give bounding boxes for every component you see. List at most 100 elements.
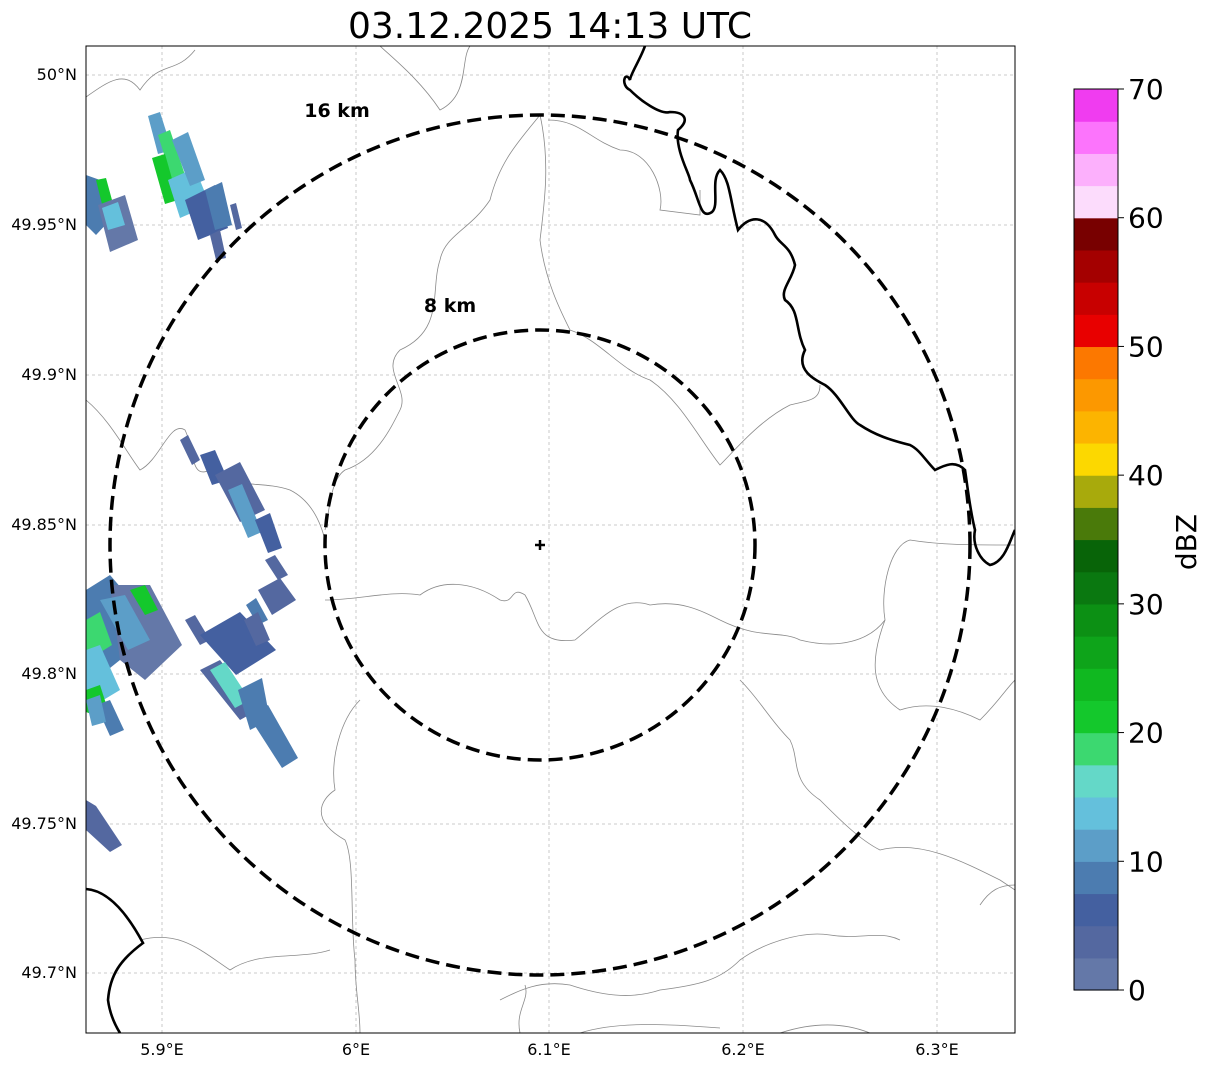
colorbar-segments [1074, 89, 1118, 991]
colorbar-segment [1074, 249, 1118, 283]
echo-cell [180, 435, 200, 465]
x-tick-label: 6.3°E [915, 1040, 959, 1059]
colorbar-segment [1074, 571, 1118, 605]
echo-cell [86, 800, 122, 852]
x-tick-label: 6.1°E [527, 1040, 571, 1059]
colorbar-frame [1073, 88, 1119, 991]
colorbar-segment [1074, 796, 1118, 830]
map-panel [86, 46, 1015, 1033]
x-tick-label: 6.2°E [721, 1040, 765, 1059]
country-border [86, 46, 1015, 1033]
colorbar-segment [1074, 282, 1118, 315]
colorbar-segment [1074, 121, 1118, 154]
colorbar-segment [1074, 217, 1118, 251]
echo-cell [210, 230, 226, 260]
echo-cell [200, 612, 276, 675]
y-axis-labels: 50°N 49.95°N 49.9°N 49.85°N 49.8°N 49.75… [11, 65, 77, 982]
y-tick-label: 49.7°N [21, 963, 77, 982]
x-tick-label: 6°E [342, 1040, 370, 1059]
echo-cell [258, 578, 296, 615]
colorbar-segment [1074, 700, 1118, 734]
country-border-south-west [86, 887, 145, 1033]
border-se [979, 884, 1015, 906]
ring-label-8km: 8 km [424, 295, 476, 317]
echo-cell [96, 178, 112, 204]
colorbar-segment [1074, 378, 1118, 412]
colorbar-segment [1074, 957, 1118, 991]
echo-cell [86, 695, 106, 726]
y-tick-label: 49.9°N [21, 365, 77, 384]
border-ne [547, 119, 701, 216]
colorbar-segment [1074, 185, 1118, 219]
border-east [874, 619, 1015, 721]
border-south-east [739, 679, 1015, 891]
colorbar-tick-label: 40 [1128, 459, 1164, 492]
colorbar: 0 10 20 30 40 50 60 70 dBZ [1073, 73, 1203, 1007]
echo-cell [205, 182, 232, 230]
y-tick-label: 49.75°N [11, 814, 77, 833]
echo-cell [248, 705, 298, 768]
echo-cell [228, 484, 262, 538]
border-south-2 [518, 984, 527, 1033]
colorbar-segment [1074, 507, 1118, 541]
border-sw [139, 936, 331, 971]
range-ring-16km [108, 113, 972, 977]
colorbar-segment [1074, 893, 1118, 927]
colorbar-segment [1074, 603, 1118, 637]
colorbar-tick-label: 30 [1128, 588, 1164, 621]
colorbar-segment [1074, 442, 1118, 476]
border-south-3 [579, 1024, 721, 1033]
y-tick-label: 49.95°N [11, 215, 77, 234]
echo-cell [172, 132, 205, 186]
colorbar-segment [1074, 153, 1118, 187]
echo-cell [230, 203, 242, 230]
regional-borders [86, 46, 1015, 1033]
colorbar-label: dBZ [1170, 514, 1203, 570]
border-middle [324, 583, 721, 642]
echo-cell [246, 598, 268, 625]
y-tick-label: 49.85°N [11, 515, 77, 534]
border-n1 [379, 46, 471, 111]
echo-cell [100, 595, 150, 650]
echo-cell [244, 612, 270, 646]
map-title: 03.12.2025 14:13 UTC [348, 6, 752, 47]
echo-cell [158, 130, 185, 180]
colorbar-segment [1074, 829, 1118, 862]
colorbar-segment [1074, 636, 1118, 669]
colorbar-tick-label: 60 [1128, 202, 1164, 235]
echo-cell [152, 154, 178, 204]
plus-icon [535, 540, 545, 550]
border-nw [86, 49, 196, 98]
range-ring-8km [323, 328, 757, 762]
border-middle-east [719, 539, 1015, 645]
colorbar-segment [1074, 925, 1118, 959]
colorbar-tick-label: 0 [1128, 974, 1146, 1007]
colorbar-segment [1074, 475, 1118, 508]
colorbar-segment [1074, 861, 1118, 895]
colorbar-segment [1074, 732, 1118, 766]
colorbar-segment [1074, 410, 1118, 444]
colorbar-segment [1074, 89, 1118, 122]
border-south [499, 933, 901, 1001]
ring-label-16km: 16 km [304, 100, 370, 122]
echo-cell [86, 612, 112, 655]
y-tick-label: 50°N [37, 65, 77, 84]
gridlines [86, 46, 1015, 1033]
colorbar-segment [1074, 764, 1118, 798]
echo-cell [255, 513, 282, 553]
border-central-east [539, 114, 821, 466]
colorbar-tick-label: 10 [1128, 845, 1164, 878]
echo-cell [102, 202, 125, 230]
echo-cell [265, 555, 288, 580]
radar-echoes [86, 112, 298, 852]
map-frame [85, 45, 1016, 1034]
y-tick-label: 49.8°N [21, 664, 77, 683]
colorbar-ticks: 0 10 20 30 40 50 60 70 [1118, 73, 1164, 1007]
border-south-4 [779, 1024, 871, 1033]
colorbar-segment [1074, 668, 1118, 701]
x-tick-label: 5.9°E [140, 1040, 184, 1059]
colorbar-segment [1074, 314, 1118, 348]
colorbar-segment [1074, 539, 1118, 573]
x-axis-labels: 5.9°E 6°E 6.1°E 6.2°E 6.3°E [140, 1040, 959, 1059]
